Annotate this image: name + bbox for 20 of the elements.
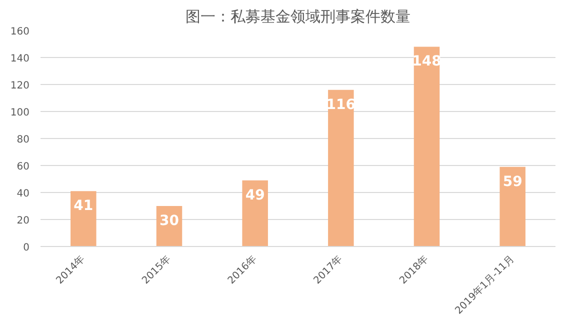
- bar: [328, 90, 354, 246]
- bar: [414, 46, 440, 246]
- data-label: 49: [245, 187, 265, 204]
- data-label: 116: [326, 96, 356, 113]
- y-tick-label: 20: [16, 216, 30, 226]
- y-tick-label: 160: [10, 26, 30, 38]
- y-tick-label: 120: [10, 80, 30, 92]
- data-label: 41: [74, 198, 94, 214]
- bar: [242, 180, 268, 246]
- y-tick-label: 100: [10, 108, 30, 118]
- y-tick-label: 140: [10, 54, 30, 64]
- y-tick-label: 60: [16, 162, 30, 172]
- chart-title: 图一：私募基金领域刑事案件数量: [186, 8, 410, 26]
- bar: [70, 191, 96, 246]
- y-tick-label: 80: [16, 134, 30, 146]
- bar: [500, 166, 526, 246]
- y-tick-label: 40: [16, 188, 30, 200]
- data-label: 59: [502, 174, 522, 190]
- data-label: 30: [160, 213, 180, 229]
- y-tick-label: 0: [23, 242, 30, 254]
